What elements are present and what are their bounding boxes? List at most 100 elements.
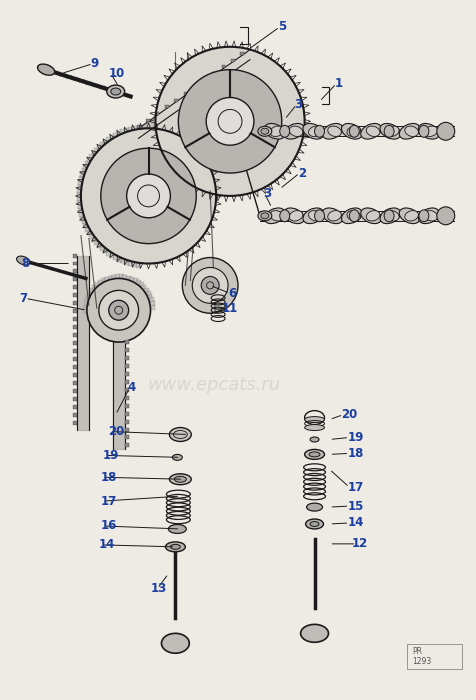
Bar: [126, 276, 131, 281]
Ellipse shape: [328, 126, 341, 136]
Circle shape: [156, 47, 305, 196]
Bar: [113, 255, 118, 260]
Bar: [150, 304, 155, 309]
Bar: [117, 257, 121, 262]
Ellipse shape: [270, 211, 284, 221]
Bar: [89, 154, 94, 160]
Ellipse shape: [280, 210, 290, 222]
Bar: [80, 216, 85, 220]
Bar: [137, 125, 140, 128]
Ellipse shape: [270, 126, 284, 136]
Ellipse shape: [419, 210, 429, 222]
Bar: [73, 341, 77, 345]
Text: 3: 3: [295, 98, 303, 111]
Ellipse shape: [169, 428, 191, 442]
Bar: [221, 65, 226, 69]
Bar: [73, 309, 77, 313]
Bar: [73, 389, 77, 393]
Text: 18: 18: [101, 471, 117, 484]
Ellipse shape: [347, 126, 361, 136]
Circle shape: [178, 69, 282, 173]
Ellipse shape: [349, 125, 359, 137]
Ellipse shape: [280, 125, 290, 137]
Bar: [83, 308, 88, 313]
Bar: [77, 188, 82, 193]
Ellipse shape: [418, 123, 439, 139]
Bar: [73, 412, 77, 416]
Text: 8: 8: [21, 257, 30, 270]
Text: 4: 4: [128, 382, 136, 394]
Ellipse shape: [366, 126, 380, 136]
Bar: [120, 258, 125, 263]
Bar: [125, 435, 129, 440]
Ellipse shape: [305, 449, 325, 459]
Bar: [174, 99, 178, 101]
Ellipse shape: [384, 210, 394, 222]
Bar: [141, 285, 146, 290]
Bar: [94, 240, 99, 245]
Text: 19: 19: [347, 431, 364, 444]
Bar: [73, 421, 77, 425]
Bar: [109, 135, 115, 140]
Ellipse shape: [303, 123, 324, 139]
Ellipse shape: [258, 126, 272, 136]
Bar: [146, 290, 150, 296]
Circle shape: [182, 258, 238, 313]
Bar: [125, 419, 129, 424]
Bar: [92, 285, 97, 290]
Bar: [104, 276, 109, 282]
Bar: [73, 270, 77, 274]
Ellipse shape: [405, 211, 418, 221]
Bar: [132, 279, 138, 284]
Bar: [73, 365, 77, 369]
Ellipse shape: [161, 634, 189, 653]
Circle shape: [81, 128, 216, 263]
Ellipse shape: [309, 452, 320, 457]
Ellipse shape: [284, 208, 304, 223]
Bar: [82, 219, 87, 225]
Text: 5: 5: [278, 20, 286, 34]
Bar: [79, 180, 83, 185]
Bar: [98, 280, 103, 285]
Bar: [106, 137, 111, 142]
Ellipse shape: [399, 208, 420, 223]
Bar: [78, 204, 83, 209]
Bar: [95, 283, 100, 288]
Bar: [79, 208, 83, 213]
Ellipse shape: [305, 416, 325, 423]
Bar: [136, 262, 140, 267]
Bar: [132, 126, 137, 131]
Ellipse shape: [174, 476, 186, 482]
Circle shape: [127, 174, 170, 218]
Ellipse shape: [261, 213, 269, 219]
Bar: [73, 325, 77, 329]
Ellipse shape: [307, 503, 323, 511]
Text: 9: 9: [91, 57, 99, 70]
Ellipse shape: [349, 210, 359, 222]
Ellipse shape: [170, 545, 180, 550]
Bar: [73, 301, 77, 305]
Bar: [73, 397, 77, 400]
Bar: [82, 169, 87, 174]
Bar: [125, 388, 129, 392]
Bar: [124, 260, 129, 265]
Ellipse shape: [424, 211, 437, 221]
Bar: [84, 301, 89, 306]
Ellipse shape: [107, 85, 125, 98]
Bar: [73, 286, 77, 289]
Bar: [80, 172, 85, 177]
Ellipse shape: [38, 64, 55, 75]
Bar: [231, 59, 235, 62]
Text: 13: 13: [150, 582, 167, 595]
Bar: [212, 72, 216, 75]
Text: PR
1293: PR 1293: [412, 647, 431, 666]
Bar: [108, 276, 113, 281]
Circle shape: [109, 300, 129, 320]
Bar: [86, 294, 91, 299]
Ellipse shape: [386, 126, 399, 136]
Bar: [73, 317, 77, 321]
Bar: [100, 246, 105, 251]
Bar: [73, 262, 77, 265]
Ellipse shape: [166, 542, 185, 552]
Bar: [103, 139, 108, 145]
